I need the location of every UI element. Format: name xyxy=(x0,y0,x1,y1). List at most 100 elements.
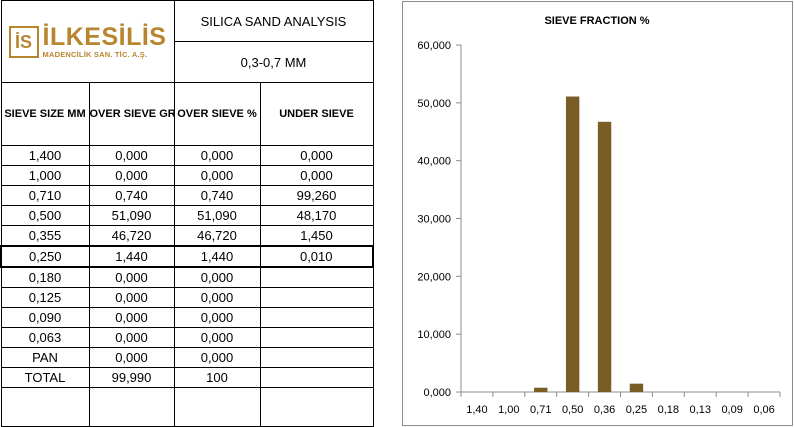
over-sieve-pct-cell: 100 xyxy=(173,367,261,388)
table-row: 0,500 51,090 51,090 48,170 xyxy=(0,205,374,226)
over-sieve-pct-cell: 0,000 xyxy=(173,307,261,328)
y-tick-label: 60,000 xyxy=(417,40,451,52)
sieve-size-cell: 1,400 xyxy=(0,145,90,166)
over-sieve-pct-cell: 0,000 xyxy=(173,266,261,288)
y-tick-label: 50,000 xyxy=(417,98,451,110)
over-sieve-gr-cell: 0,000 xyxy=(88,145,175,166)
x-tick-label: 0,25 xyxy=(626,404,647,416)
company-subtitle: MADENCİLİK SAN. TİC. A.Ş. xyxy=(42,50,148,59)
over-sieve-gr-cell: 1,440 xyxy=(88,245,175,268)
under-sieve-cell xyxy=(259,307,374,328)
blank-cell xyxy=(259,387,374,427)
analysis-title: SILICA SAND ANALYSIS xyxy=(173,0,374,42)
company-name: İLKESİLİS xyxy=(42,23,167,51)
under-sieve-cell: 1,450 xyxy=(259,225,374,247)
analysis-table: İS İLKESİLİS MADENCİLİK SAN. TİC. A.Ş. S… xyxy=(0,0,374,427)
table-row: 0,063 0,000 0,000 xyxy=(0,327,374,348)
sieve-fraction-chart: SIEVE FRACTION % 0,000 10,000 20,000 30,000… xyxy=(402,1,793,426)
analysis-table-panel: İS İLKESİLİS MADENCİLİK SAN. TİC. A.Ş. S… xyxy=(0,0,374,427)
over-sieve-pct-cell: 46,720 xyxy=(173,225,261,247)
over-sieve-pct-cell: 0,000 xyxy=(173,287,261,308)
y-tick-label: 0,000 xyxy=(423,387,451,399)
company-logo: İS İLKESİLİS MADENCİLİK SAN. TİC. A.Ş. xyxy=(0,0,175,83)
sieve-size-cell: 0,500 xyxy=(0,205,90,226)
sieve-size-cell: PAN xyxy=(0,347,90,368)
x-tick-label: 0,06 xyxy=(753,404,774,416)
blank-cell xyxy=(88,387,175,427)
table-row: TOTAL 99,990 100 xyxy=(0,367,374,388)
sieve-size-cell: 1,000 xyxy=(0,165,90,186)
under-sieve-cell: 0,010 xyxy=(259,245,374,268)
sieve-size-cell: 0,710 xyxy=(0,185,90,206)
over-sieve-pct-cell: 0,000 xyxy=(173,327,261,348)
over-sieve-gr-cell: 0,000 xyxy=(88,307,175,328)
chart-title: SIEVE FRACTION % xyxy=(544,15,649,27)
x-tick-label: 0,09 xyxy=(721,404,742,416)
header-under-sieve: UNDER SIEVE xyxy=(259,82,374,146)
x-tick-label: 0,13 xyxy=(690,404,711,416)
sieve-size-cell: 0,125 xyxy=(0,287,90,308)
over-sieve-gr-cell: 0,000 xyxy=(88,165,175,186)
over-sieve-gr-cell: 46,720 xyxy=(88,225,175,247)
table-row: 0,710 0,740 0,740 99,260 xyxy=(0,185,374,206)
over-sieve-pct-cell: 0,000 xyxy=(173,145,261,166)
y-tick-label: 20,000 xyxy=(417,271,451,283)
sieve-size-cell: 0,250 xyxy=(0,245,90,268)
table-row: 0,180 0,000 0,000 xyxy=(0,266,374,288)
under-sieve-cell xyxy=(259,327,374,348)
sieve-size-cell: TOTAL xyxy=(0,367,90,388)
under-sieve-cell: 48,170 xyxy=(259,205,374,226)
chart-canvas: SIEVE FRACTION % 0,000 10,000 20,000 30,000… xyxy=(417,15,781,416)
x-tick-label: 1,40 xyxy=(466,404,487,416)
over-sieve-gr-cell: 0,000 xyxy=(88,347,175,368)
bar-0-25 xyxy=(629,383,644,392)
y-tick-label: 30,000 xyxy=(417,214,451,226)
y-tick-label: 10,000 xyxy=(417,329,451,341)
blank-cell xyxy=(0,387,90,427)
over-sieve-pct-cell: 1,440 xyxy=(173,245,261,268)
size-range: 0,3-0,7 MM xyxy=(173,41,374,83)
x-tick-label: 0,71 xyxy=(530,404,551,416)
table-row: 0,090 0,000 0,000 xyxy=(0,307,374,328)
header-over-sieve-pct: OVER SIEVE % xyxy=(173,82,261,146)
under-sieve-cell xyxy=(259,347,374,368)
header-over-sieve-gr: OVER SIEVE GR. xyxy=(88,82,175,146)
sieve-size-cell: 0,090 xyxy=(0,307,90,328)
under-sieve-cell: 0,000 xyxy=(259,165,374,186)
bar-0-71 xyxy=(534,387,548,392)
sieve-size-cell: 0,063 xyxy=(0,327,90,348)
logo-mark: İS xyxy=(8,25,39,58)
over-sieve-gr-cell: 0,000 xyxy=(88,287,175,308)
over-sieve-gr-cell: 0,000 xyxy=(88,327,175,348)
table-row: 1,000 0,000 0,000 0,000 xyxy=(0,165,374,186)
table-row: PAN 0,000 0,000 xyxy=(0,347,374,368)
x-tick-label: 0,18 xyxy=(658,404,679,416)
y-tick-label: 40,000 xyxy=(417,156,451,168)
over-sieve-gr-cell: 0,740 xyxy=(88,185,175,206)
x-tick-label: 0,50 xyxy=(562,404,583,416)
header-sieve-size: SIEVE SIZE MM xyxy=(0,82,90,146)
bar-0-36 xyxy=(597,121,612,392)
under-sieve-cell xyxy=(259,266,374,288)
over-sieve-pct-cell: 0,000 xyxy=(173,165,261,186)
table-row: 0,355 46,720 46,720 1,450 xyxy=(0,225,374,247)
over-sieve-gr-cell: 99,990 xyxy=(88,367,175,388)
under-sieve-cell xyxy=(259,367,374,388)
over-sieve-pct-cell: 51,090 xyxy=(173,205,261,226)
table-row-selected: 0,250 1,440 1,440 0,010 xyxy=(0,245,374,268)
sieve-size-cell: 0,180 xyxy=(0,266,90,288)
over-sieve-pct-cell: 0,000 xyxy=(173,347,261,368)
blank-cell xyxy=(173,387,261,427)
under-sieve-cell: 99,260 xyxy=(259,185,374,206)
under-sieve-cell xyxy=(259,287,374,308)
sieve-size-cell: 0,355 xyxy=(0,225,90,247)
over-sieve-gr-cell: 0,000 xyxy=(88,266,175,288)
x-tick-label: 1,00 xyxy=(498,404,519,416)
table-row: 0,125 0,000 0,000 xyxy=(0,287,374,308)
over-sieve-pct-cell: 0,740 xyxy=(173,185,261,206)
over-sieve-gr-cell: 51,090 xyxy=(88,205,175,226)
table-row: 1,400 0,000 0,000 0,000 xyxy=(0,145,374,166)
bar-0-50 xyxy=(565,96,580,392)
x-tick-label: 0,36 xyxy=(594,404,615,416)
under-sieve-cell: 0,000 xyxy=(259,145,374,166)
